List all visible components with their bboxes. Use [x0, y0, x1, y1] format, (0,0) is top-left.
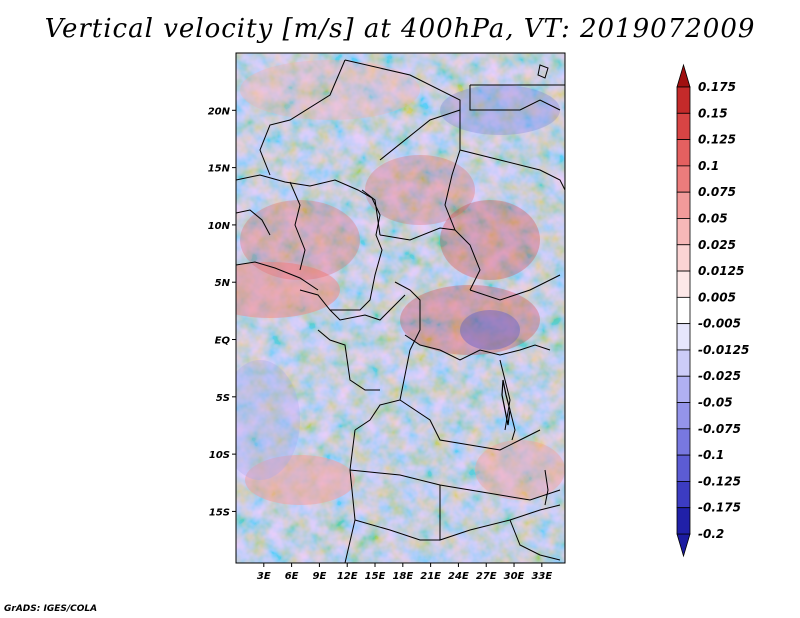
colorbar-swatch [676, 86, 691, 114]
lat-tick-label: 15N [208, 164, 231, 175]
lat-tick-label: 15S [209, 507, 230, 518]
lon-tick-label: 33E [531, 571, 552, 582]
colorbar-swatch [676, 481, 691, 509]
lon-tick-label: 18E [392, 571, 413, 582]
velocity-field [236, 53, 565, 563]
lon-tick-label: 27E [476, 571, 497, 582]
country-borders [236, 59, 565, 563]
lat-tick-label: 10N [208, 221, 231, 232]
lon-tick-label: 6E [285, 571, 299, 582]
lat-tick-label: 5N [215, 278, 231, 289]
colorbar-swatch [676, 402, 691, 430]
colorbar-swatch [676, 270, 691, 298]
colorbar-level-label: 0.025 [698, 238, 736, 252]
colorbar-level-label: 0.0125 [698, 264, 744, 278]
longitude-axis: 3E 6E 9E 12E 15E 18E 21E 24E 27E 30E 33E [257, 563, 552, 582]
colorbar-swatch [676, 507, 691, 535]
lon-tick-label: 21E [420, 571, 441, 582]
map-title: Vertical velocity [m/s] at 400hPa, VT: 2… [44, 14, 756, 44]
grads-credit: GrADS: IGES/COLA [4, 604, 98, 614]
colorbar-level-label: -0.175 [698, 501, 741, 515]
colorbar-bottom-arrow [676, 533, 691, 558]
latitude-axis: 20N 15N 10N 5N EQ 5S 10S 15S [208, 106, 236, 518]
colorbar-swatch [676, 323, 691, 351]
colorbar-level-label: 0.005 [698, 290, 736, 304]
colorbar-swatch [676, 375, 691, 403]
colorbar-top-arrow [676, 63, 691, 88]
colorbar-level-label: -0.125 [698, 474, 741, 488]
lat-tick-label: 5S [216, 393, 230, 404]
colorbar-swatch [676, 428, 691, 456]
lat-tick-label: 20N [208, 106, 231, 117]
colorbar-level-label: 0.125 [698, 133, 736, 147]
lon-tick-label: 30E [504, 571, 525, 582]
colorbar-level-label: -0.075 [698, 422, 741, 436]
colorbar-swatch [676, 112, 691, 140]
colorbar-level-label: 0.05 [698, 211, 728, 225]
colorbar-legend: 0.175 0.15 0.125 0.1 0.075 0.05 0.025 0.0125 0.0… [676, 63, 749, 558]
colorbar-level-label: -0.1 [698, 448, 724, 462]
colorbar-swatch [676, 296, 691, 325]
colorbar-swatch [676, 165, 691, 193]
colorbar-level-label: 0.15 [698, 106, 728, 120]
lat-tick-label: EQ [215, 336, 231, 347]
colorbar-level-label: 0.175 [698, 80, 736, 94]
colorbar-level-label: 0.075 [698, 185, 736, 199]
colorbar-swatch [676, 454, 691, 482]
map-frame [235, 52, 566, 564]
lon-tick-label: 9E [313, 571, 327, 582]
lon-tick-label: 24E [448, 571, 469, 582]
lon-tick-label: 15E [365, 571, 386, 582]
colorbar-level-label: -0.05 [698, 396, 733, 410]
lon-tick-label: 12E [337, 571, 358, 582]
lat-tick-label: 10S [209, 450, 230, 461]
colorbar-swatch [676, 139, 691, 167]
colorbar-level-label: -0.0125 [698, 343, 749, 357]
colorbar-level-label: -0.2 [698, 527, 724, 541]
colorbar-swatch [676, 349, 691, 377]
colorbar-swatch [676, 191, 691, 219]
lon-tick-label: 3E [257, 571, 271, 582]
colorbar-swatch [676, 244, 691, 272]
colorbar-level-label: -0.005 [698, 317, 741, 331]
colorbar-swatch [676, 218, 691, 246]
colorbar-level-label: 0.1 [698, 159, 719, 173]
colorbar-level-label: -0.025 [698, 369, 741, 383]
